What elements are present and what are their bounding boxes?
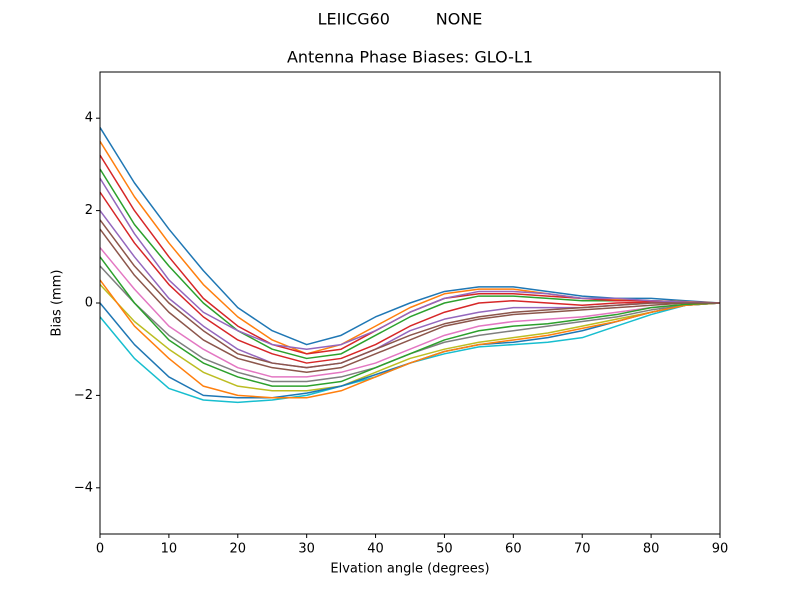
series-line — [99, 247, 721, 378]
x-tick-label: 70 — [574, 542, 591, 557]
x-tick-label: 30 — [298, 542, 315, 557]
y-tick-label: 4 — [85, 111, 93, 126]
plot-area — [99, 127, 721, 404]
chart-title: Antenna Phase Biases: GLO-L1 — [287, 48, 533, 67]
series-line — [99, 256, 721, 387]
x-tick-label: 90 — [712, 542, 729, 557]
suptitle: LEIICG60 NONE — [318, 10, 483, 29]
series-line — [99, 228, 720, 374]
x-tick-label: 20 — [230, 542, 247, 557]
x-tick-label: 40 — [367, 542, 384, 557]
x-axis-label: Elvation angle (degrees) — [330, 562, 489, 577]
series-line — [99, 284, 721, 392]
x-tick-label: 0 — [96, 542, 104, 557]
x-tick-label: 10 — [161, 542, 178, 557]
x-tick-label: 60 — [505, 542, 522, 557]
y-tick-label: −2 — [74, 388, 93, 403]
series-line — [99, 140, 721, 355]
y-tick-label: 0 — [85, 296, 93, 311]
x-tick-label: 50 — [436, 542, 453, 557]
x-tick-label: 80 — [643, 542, 660, 557]
series-line — [99, 279, 721, 399]
series-line — [99, 191, 721, 364]
series-line — [99, 177, 721, 350]
y-axis-label: Bias (mm) — [50, 270, 65, 337]
series-line — [99, 219, 720, 369]
y-tick-label: −4 — [74, 480, 93, 495]
y-tick-label: 2 — [85, 203, 93, 218]
